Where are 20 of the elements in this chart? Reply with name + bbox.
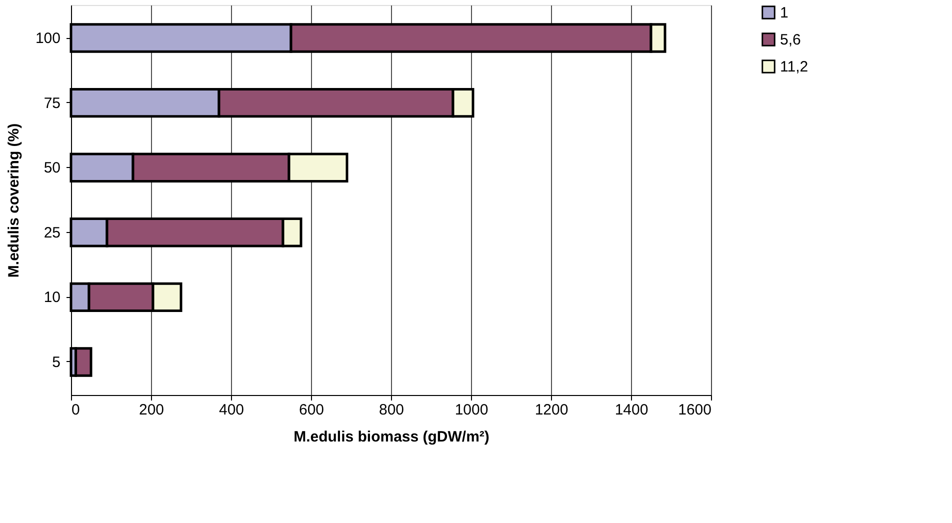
legend-label: 1 — [780, 4, 788, 22]
x-tick-label: 1200 — [534, 402, 568, 418]
x-tick-label: 800 — [378, 402, 404, 418]
x-tick-label: 0 — [72, 402, 80, 418]
y-tick-label: 75 — [44, 94, 60, 112]
y-tick-label: 50 — [44, 160, 60, 177]
x-axis-title: M.edulis biomass (gDW/m²) — [294, 428, 490, 446]
x-tick-label: 400 — [218, 402, 244, 418]
x-tick-label: 200 — [138, 402, 164, 418]
x-tick-label: 1000 — [454, 402, 488, 418]
x-tick-label: 1600 — [678, 402, 712, 418]
x-tick-label: 600 — [298, 402, 324, 418]
y-tick-label: 25 — [44, 224, 60, 242]
legend-label: 11,2 — [780, 58, 808, 76]
y-tick-label: 10 — [44, 289, 60, 306]
y-tick-label: 5 — [52, 354, 60, 371]
y-tick-label: 100 — [35, 30, 60, 48]
x-tick-label: 1400 — [614, 402, 648, 418]
legend-label: 5,6 — [780, 32, 801, 48]
y-axis-title: M.edulis covering (%) — [5, 123, 22, 278]
